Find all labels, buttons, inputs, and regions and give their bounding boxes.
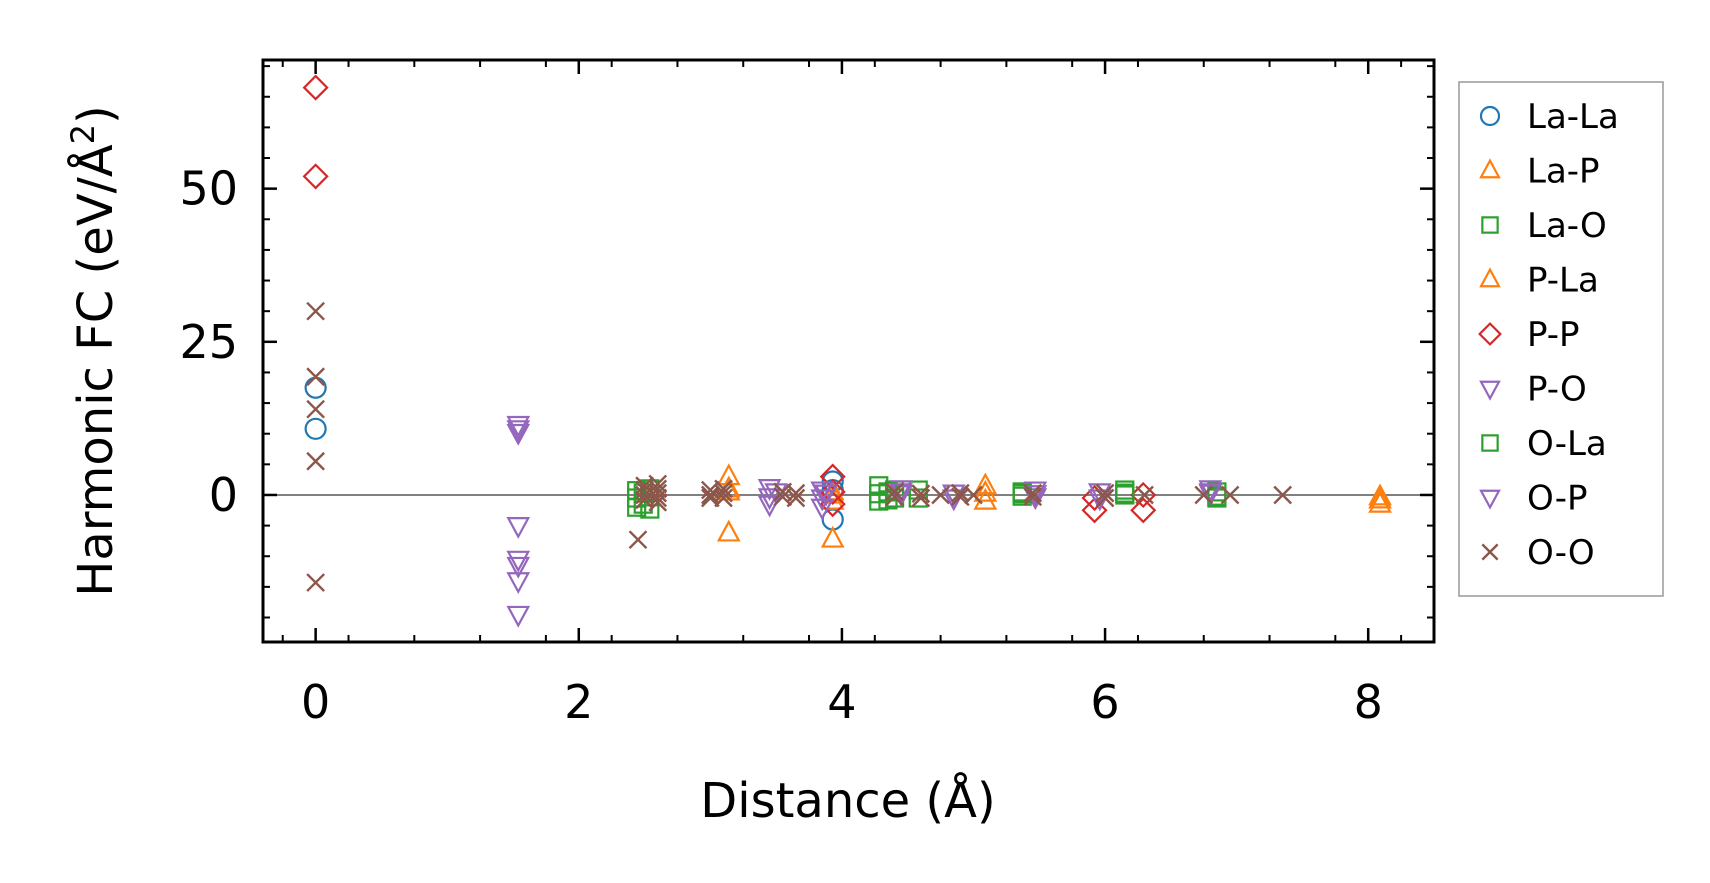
point-o-o [306,573,325,592]
point-o-o [306,451,325,471]
point-la-p [973,472,998,495]
point-o-o [1023,483,1043,503]
point-o-o [931,485,950,505]
point-p-o [506,572,531,595]
x-axis-label: Distance (Å) [700,772,995,829]
legend-label-la-o: La-O [1527,206,1607,246]
x-tick-label: 2 [564,675,593,729]
point-o-o [714,488,733,508]
point-o-o [911,484,931,504]
point-la-la [304,417,327,440]
point-o-o [714,483,733,503]
legend-label-p-la: P-La [1527,261,1599,301]
point-la-p [820,525,845,548]
point-p-p [819,463,846,490]
point-o-p [814,484,838,507]
legend-marker-o-p [1479,489,1501,510]
y-tick-label: 25 [179,315,238,369]
point-la-p [1368,483,1392,506]
point-o-la [1115,483,1135,503]
point-p-o [810,498,835,521]
point-p-p [302,163,329,190]
x-tick-label: 8 [1354,675,1383,729]
point-o-o [1095,483,1115,503]
point-o-o [700,488,720,508]
legend-label-o-o: O-O [1527,533,1595,573]
legend-marker-la-o [1481,216,1499,234]
point-o-o [306,399,325,419]
legend-marker-la-la [1479,105,1501,127]
point-o-o [1135,485,1154,505]
legend-label-la-la: La-La [1527,97,1619,137]
point-p-la [973,479,998,502]
point-p-p [302,74,329,101]
legend-marker-o-o [1481,543,1499,561]
legend-marker-p-la [1479,267,1501,288]
point-p-o [810,481,835,504]
point-p-o [506,516,531,539]
point-p-p [819,478,846,505]
point-p-o [757,495,782,518]
legend-label-o-p: O-P [1527,479,1587,519]
point-o-o [306,367,325,387]
point-o-o [1095,488,1115,508]
point-la-p [716,519,741,542]
point-p-o [506,550,531,573]
point-o-o [648,479,668,499]
legend-marker-o-la [1481,434,1499,452]
point-o-p [506,420,531,443]
point-p-o [506,605,531,628]
x-tick-label: 6 [1090,675,1119,729]
point-o-o [1273,485,1293,505]
point-o-o [1023,487,1043,507]
legend-label-p-p: P-P [1527,315,1580,355]
point-p-o [506,423,531,446]
x-tick-label: 4 [827,675,856,729]
point-o-o [1220,485,1240,505]
point-p-o [506,556,531,579]
point-o-o [911,488,931,508]
point-p-o [1198,480,1223,503]
point-p-la [1368,486,1392,509]
point-p-o [506,415,531,438]
point-o-o [648,483,668,503]
point-o-o [648,474,668,494]
point-o-o [885,487,904,507]
point-o-o [648,488,668,508]
legend-marker-p-p [1478,322,1502,346]
point-o-o [786,488,806,508]
point-o-o [648,492,668,512]
point-o-o [786,483,806,503]
legend-label-la-p: La-P [1527,152,1600,192]
y-axis-label: Harmonic FC (eV/Å2) [64,105,124,597]
legend-marker-la-p [1479,158,1501,179]
point-p-p [1130,497,1157,524]
point-o-o [1194,485,1214,505]
point-o-la [1207,486,1227,506]
point-la-p [973,487,998,510]
point-o-o [628,530,648,550]
point-o-o [885,482,904,502]
x-tick-label: 0 [301,675,330,729]
point-o-o [306,301,325,321]
legend-marker-p-o [1479,380,1501,401]
legend: La-La La-P La-O P-La P-P P-O O-La O-P O-O [1458,81,1664,597]
legend-label-p-o: P-O [1527,370,1587,410]
plot-frame [261,58,1436,644]
point-o-o [964,485,983,505]
y-tick-label: 0 [209,468,238,522]
point-o-o [714,479,733,499]
y-tick-label: 50 [179,162,238,216]
legend-label-o-la: O-La [1527,424,1607,464]
point-la-p [1368,490,1392,513]
point-p-p [1130,481,1157,509]
